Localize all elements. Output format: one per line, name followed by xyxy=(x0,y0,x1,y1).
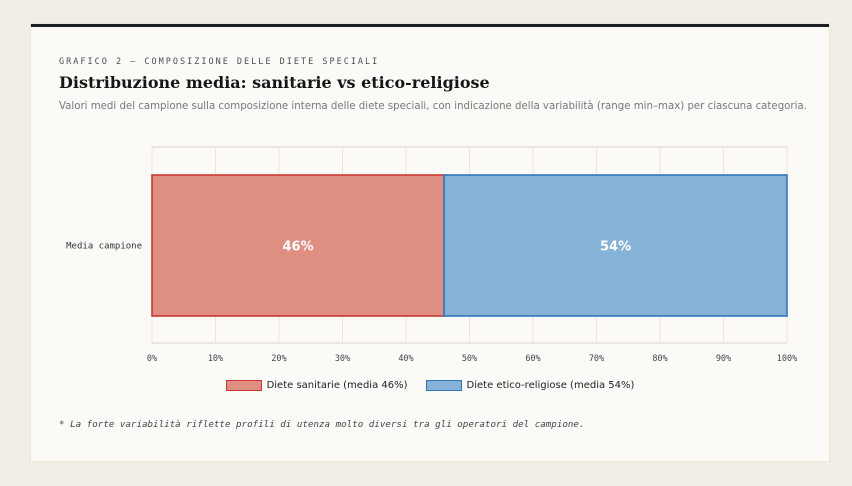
x-tick-label: 60% xyxy=(525,354,540,364)
x-tick-label: 70% xyxy=(589,354,604,364)
legend-item-sanitarie: Diete sanitarie (media 46%) xyxy=(225,380,408,391)
legend-item-etico: Diete etico-religiose (media 54%) xyxy=(425,380,635,391)
bar-value-label: 54% xyxy=(600,240,631,255)
bar-segment xyxy=(443,174,788,317)
chart-card: GRAFICO 2 — COMPOSIZIONE DELLE DIETE SPE… xyxy=(31,24,829,461)
legend-swatch-etico xyxy=(425,380,462,391)
chart-subtitle: Valori medi del campione sulla composizi… xyxy=(59,101,807,112)
bar-segment xyxy=(151,174,445,317)
chart-eyebrow: GRAFICO 2 — COMPOSIZIONE DELLE DIETE SPE… xyxy=(59,57,380,67)
bar-value-label: 46% xyxy=(282,240,313,255)
x-tick-label: 90% xyxy=(716,354,731,364)
x-tick-label: 0% xyxy=(147,354,157,364)
chart-footnote: * La forte variabilità riflette profili … xyxy=(59,419,585,430)
x-tick-label: 50% xyxy=(462,354,477,364)
y-category-label: Media campione xyxy=(66,242,142,252)
x-tick-label: 30% xyxy=(335,354,350,364)
chart-plot: 46% 54% 0% 10% 20% 30% 40% 50% 60% 70% 80% 90% 100%… xyxy=(66,146,797,364)
x-tick-label: 10% xyxy=(208,354,223,364)
x-tick-label: 100% xyxy=(777,354,797,364)
x-tick-label: 80% xyxy=(652,354,667,364)
chart-title: Distribuzione media: sanitarie vs etico-… xyxy=(59,73,490,92)
chart-legend: Diete sanitarie (media 46%) Diete etico-… xyxy=(31,380,829,391)
legend-swatch-sanitarie xyxy=(225,380,262,391)
legend-label-etico: Diete etico-religiose (media 54%) xyxy=(466,380,635,391)
legend-label-sanitarie: Diete sanitarie (media 46%) xyxy=(266,380,408,391)
x-tick-label: 20% xyxy=(271,354,286,364)
x-tick-label: 40% xyxy=(398,354,413,364)
